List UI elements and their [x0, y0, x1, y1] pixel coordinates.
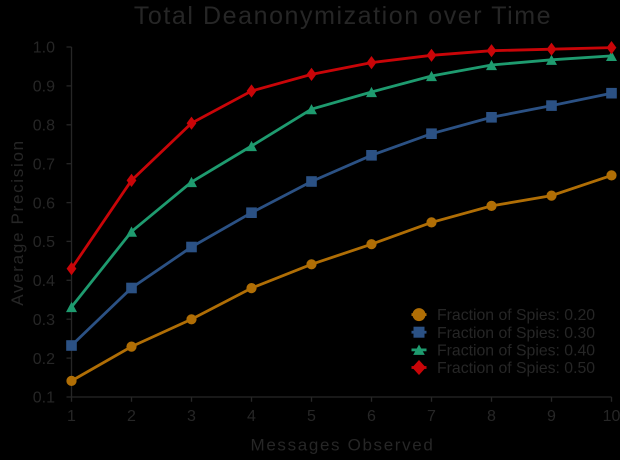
svg-text:Fraction of Spies: 0.50: Fraction of Spies: 0.50	[437, 360, 595, 377]
svg-text:7: 7	[427, 408, 436, 425]
svg-text:8: 8	[487, 408, 496, 425]
svg-text:0.8: 0.8	[33, 118, 55, 135]
svg-text:0.5: 0.5	[33, 234, 55, 251]
svg-text:0.3: 0.3	[33, 312, 55, 329]
svg-text:3: 3	[187, 408, 196, 425]
svg-text:0.2: 0.2	[33, 351, 55, 368]
svg-text:5: 5	[307, 408, 316, 425]
svg-text:Total Deanonymization over Tim: Total Deanonymization over Time	[134, 2, 552, 30]
svg-text:1.0: 1.0	[33, 40, 55, 57]
svg-text:Fraction of Spies: 0.30: Fraction of Spies: 0.30	[437, 325, 595, 342]
svg-text:0.6: 0.6	[33, 195, 55, 212]
svg-text:0.9: 0.9	[33, 79, 55, 96]
svg-text:2: 2	[127, 408, 136, 425]
svg-text:0.7: 0.7	[33, 156, 55, 173]
svg-text:0.4: 0.4	[33, 273, 55, 290]
svg-text:0.1: 0.1	[33, 390, 55, 407]
svg-text:Fraction of Spies: 0.20: Fraction of Spies: 0.20	[437, 307, 595, 324]
svg-text:6: 6	[367, 408, 376, 425]
svg-text:10: 10	[603, 408, 620, 425]
svg-text:9: 9	[547, 408, 556, 425]
svg-text:1: 1	[67, 408, 76, 425]
svg-text:Average Precision: Average Precision	[8, 139, 27, 306]
svg-text:4: 4	[247, 408, 256, 425]
svg-text:Fraction of Spies: 0.40: Fraction of Spies: 0.40	[437, 343, 595, 360]
svg-text:Messages Observed: Messages Observed	[251, 435, 435, 454]
